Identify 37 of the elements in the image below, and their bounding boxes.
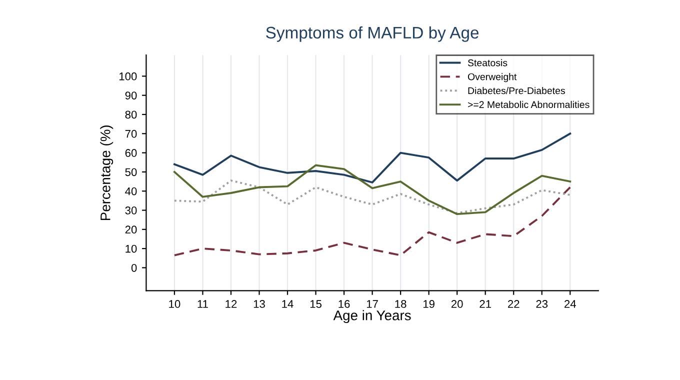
y-tick-label: 50 (125, 168, 137, 176)
y-axis-title: Percentage (%) (100, 126, 114, 220)
y-tick-label: 70 (125, 130, 137, 138)
y-tick-label: 90 (125, 92, 137, 100)
x-tick-label: 13 (254, 300, 265, 308)
legend-label: Diabetes/Pre-Diabetes (468, 86, 565, 94)
legend-label: >=2 Metabolic Abnormalities (468, 100, 590, 108)
x-tick-label: 14 (282, 300, 294, 308)
y-tick-label: 20 (125, 226, 137, 234)
y-tick-label: 100 (119, 72, 137, 80)
x-tick-label: 10 (169, 300, 180, 308)
x-tick-label: 24 (564, 300, 576, 308)
x-tick-label: 19 (423, 300, 434, 308)
chart-title: Symptoms of MAFLD by Age (266, 26, 479, 42)
x-tick-label: 17 (366, 300, 378, 308)
x-tick-label: 12 (226, 300, 237, 308)
line-series (173, 132, 572, 184)
line-series (173, 186, 572, 256)
x-tick-label: 21 (480, 300, 491, 308)
x-tick-label: 11 (198, 300, 208, 308)
x-tick-label: 22 (508, 300, 520, 308)
y-tick-label: 30 (125, 206, 137, 214)
x-tick-label: 23 (536, 300, 548, 308)
y-tick-label: 10 (126, 244, 137, 253)
y-tick-label: 60 (125, 149, 137, 157)
line-series (173, 164, 572, 216)
legend-label: Steatosis (468, 59, 508, 66)
y-tick-label: 40 (125, 187, 137, 196)
y-tick-label: 0 (131, 264, 137, 272)
line-series (173, 180, 572, 214)
x-tick-label: 18 (395, 300, 406, 308)
y-tick-label: 80 (125, 110, 137, 119)
legend-label: Overweight (468, 73, 517, 82)
x-tick-label: 16 (338, 300, 350, 308)
x-tick-label: 20 (451, 300, 463, 308)
x-tick-label: 15 (310, 300, 322, 308)
x-axis-title: Age in Years (333, 310, 411, 324)
